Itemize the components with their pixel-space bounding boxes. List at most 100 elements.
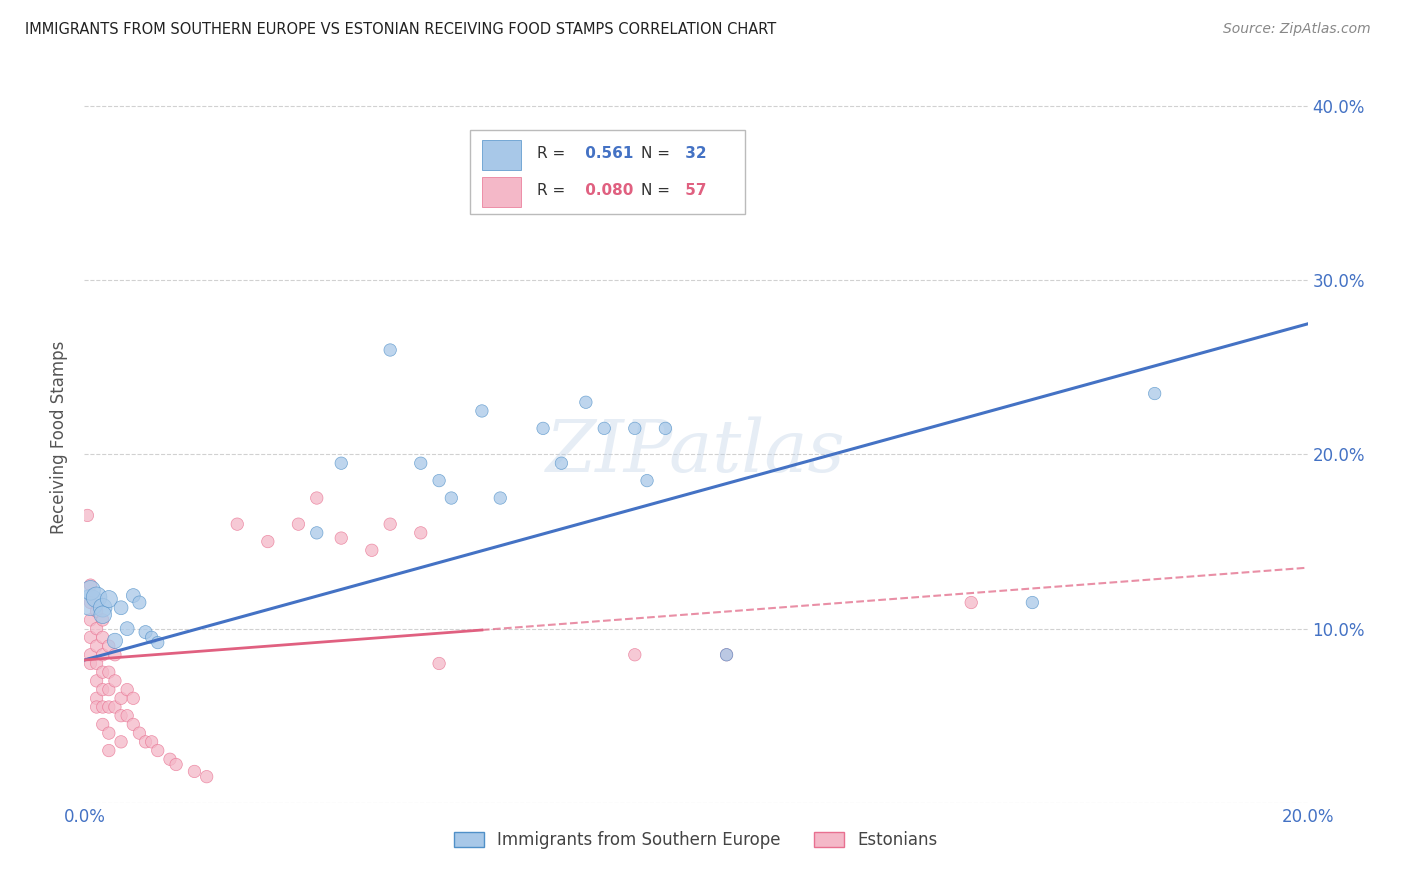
Text: ZIPatlas: ZIPatlas — [546, 417, 846, 487]
Point — [97, 682, 120, 697]
Point — [91, 631, 114, 645]
Point — [195, 770, 218, 784]
Text: N =: N = — [641, 146, 669, 161]
Point — [305, 491, 328, 505]
Point — [86, 604, 108, 618]
Point — [624, 648, 647, 662]
Y-axis label: Receiving Food Stamps: Receiving Food Stamps — [51, 341, 69, 533]
Point — [380, 343, 402, 357]
Point — [360, 543, 382, 558]
Point — [1021, 595, 1043, 609]
Point — [287, 517, 309, 532]
Point — [159, 752, 181, 766]
Point — [91, 717, 114, 731]
Point — [86, 591, 108, 605]
Bar — [482, 140, 522, 169]
Point — [97, 743, 120, 757]
Point — [183, 764, 205, 779]
Point — [575, 395, 598, 409]
Point — [79, 595, 101, 609]
Point — [91, 613, 114, 627]
Point — [624, 421, 647, 435]
Point — [97, 639, 120, 653]
Point — [104, 633, 127, 648]
Point — [97, 726, 120, 740]
Point — [104, 700, 127, 714]
Point — [97, 700, 120, 714]
Point — [427, 657, 450, 671]
Point — [97, 592, 120, 607]
Point — [91, 600, 114, 615]
Point — [654, 421, 676, 435]
Point — [1143, 386, 1166, 401]
Point — [91, 665, 114, 680]
Text: 32: 32 — [681, 146, 707, 161]
Point — [104, 673, 127, 688]
Point — [257, 534, 280, 549]
Point — [86, 700, 108, 714]
Point — [110, 708, 132, 723]
Point — [115, 622, 138, 636]
Point — [716, 648, 738, 662]
Point — [76, 508, 98, 523]
Point — [146, 635, 169, 649]
Point — [380, 517, 402, 532]
Point — [79, 613, 101, 627]
Point — [79, 648, 101, 662]
Text: N =: N = — [641, 183, 669, 198]
Point — [79, 583, 101, 598]
Point — [110, 691, 132, 706]
Bar — [470, 130, 745, 214]
Point — [122, 717, 145, 731]
Point — [79, 595, 101, 609]
Text: R =: R = — [537, 146, 565, 161]
Point — [86, 622, 108, 636]
Point — [489, 491, 512, 505]
Point — [86, 691, 108, 706]
Point — [409, 456, 432, 470]
Point — [128, 595, 150, 609]
Point — [110, 735, 132, 749]
Bar — [482, 178, 522, 207]
Point — [146, 743, 169, 757]
Point — [86, 673, 108, 688]
Point — [135, 735, 157, 749]
Text: R =: R = — [537, 183, 565, 198]
Point — [122, 691, 145, 706]
Text: IMMIGRANTS FROM SOUTHERN EUROPE VS ESTONIAN RECEIVING FOOD STAMPS CORRELATION CH: IMMIGRANTS FROM SOUTHERN EUROPE VS ESTON… — [25, 22, 776, 37]
Point — [330, 456, 353, 470]
Point — [960, 595, 983, 609]
Point — [104, 648, 127, 662]
Point — [165, 757, 187, 772]
Point — [86, 639, 108, 653]
Point — [427, 474, 450, 488]
Point — [79, 631, 101, 645]
Point — [141, 735, 163, 749]
Legend: Immigrants from Southern Europe, Estonians: Immigrants from Southern Europe, Estonia… — [454, 831, 938, 849]
Text: 57: 57 — [681, 183, 707, 198]
Point — [440, 491, 463, 505]
Point — [550, 456, 572, 470]
Point — [97, 665, 120, 680]
Text: 0.561: 0.561 — [579, 146, 633, 161]
Point — [135, 625, 157, 640]
Point — [122, 589, 145, 603]
Point — [115, 708, 138, 723]
Text: Source: ZipAtlas.com: Source: ZipAtlas.com — [1223, 22, 1371, 37]
Point — [226, 517, 249, 532]
Point — [91, 648, 114, 662]
Point — [79, 578, 101, 592]
Text: 0.080: 0.080 — [579, 183, 633, 198]
Point — [110, 600, 132, 615]
Point — [409, 525, 432, 540]
Point — [115, 682, 138, 697]
Point — [91, 682, 114, 697]
Point — [79, 657, 101, 671]
Point — [141, 631, 163, 645]
Point — [305, 525, 328, 540]
Point — [91, 607, 114, 622]
Point — [128, 726, 150, 740]
Point — [330, 531, 353, 545]
Point — [636, 474, 658, 488]
Point — [91, 700, 114, 714]
